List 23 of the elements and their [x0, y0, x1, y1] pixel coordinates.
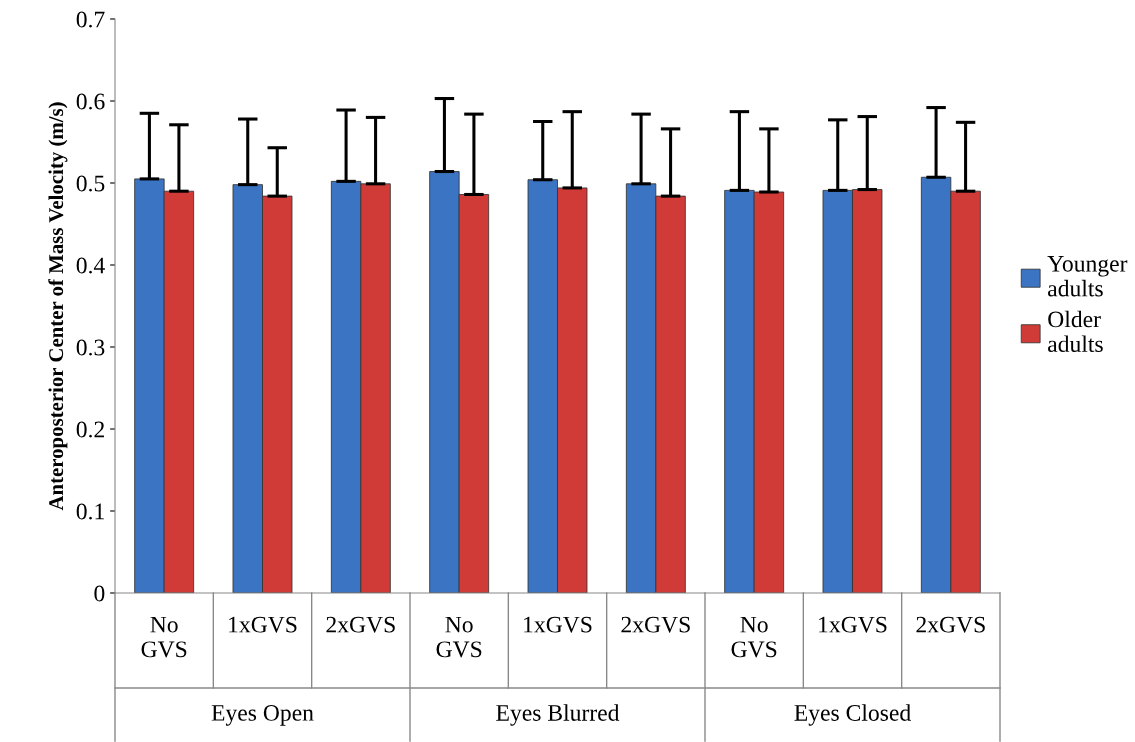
- legend-label: Older adults: [1048, 310, 1103, 353]
- x-tick-label: 2xGVS: [621, 616, 690, 633]
- y-axis-title: Anteroposterior Center of Mass Velocity (m/s): [48, 102, 68, 511]
- text: Eyes Blurred: [496, 704, 620, 726]
- text: Eyes Closed: [794, 704, 911, 726]
- x-tick-label: 1xGVS: [229, 616, 297, 633]
- y-tick-label: 0.5: [76, 175, 105, 192]
- x-tick-label: No GVS: [436, 616, 482, 658]
- x-tick-label: 2xGVS: [326, 616, 395, 633]
- y-tick-label: 0.7: [76, 11, 105, 28]
- x-tick-label: 1xGVS: [819, 616, 887, 633]
- x-tick-label: No GVS: [141, 616, 187, 658]
- x-tick-label: 2xGVS: [916, 616, 985, 633]
- text: Eyes Open: [211, 704, 314, 726]
- x-tick-label: No GVS: [731, 616, 777, 658]
- y-tick-label: 0.2: [76, 421, 104, 438]
- legend-label: Younger adults: [1047, 256, 1128, 297]
- y-tick-label: 0.1: [76, 503, 104, 520]
- y-tick-label: 0.4: [76, 257, 105, 274]
- x-tick-label: 1xGVS: [524, 616, 592, 633]
- y-tick-label: 0.6: [76, 93, 105, 110]
- y-tick-label: 0: [94, 585, 105, 602]
- y-tick-label: 0.3: [76, 339, 105, 356]
